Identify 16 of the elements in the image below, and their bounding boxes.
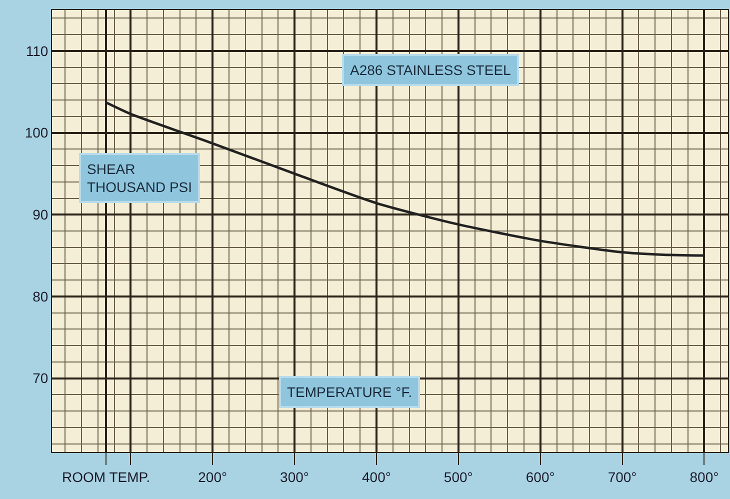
y-tick-label: 90 (32, 206, 48, 223)
y-tick-label: 80 (32, 288, 48, 304)
x-tick-label: 600° (526, 468, 555, 485)
x-axis-title: TEMPERATURE °F. (287, 384, 412, 400)
y-tick-label: 100 (24, 124, 48, 141)
x-tick-label: 500° (444, 468, 473, 485)
x-tick-label: 300° (280, 468, 310, 485)
y-axis-title: SHEAR THOUSAND PSI (87, 161, 192, 196)
annotation: A286 STAINLESS STEEL (350, 62, 512, 78)
x-tick-label: 800° (690, 468, 719, 485)
x-tick-label: 200° (198, 468, 228, 485)
y-tick-label: 70 (32, 370, 48, 386)
y-tick-label: 110 (26, 42, 48, 59)
x-tick-label: ROOM TEMP. (62, 468, 150, 485)
x-tick-label: 400° (362, 468, 391, 485)
x-tick-label: 700° (608, 468, 637, 485)
